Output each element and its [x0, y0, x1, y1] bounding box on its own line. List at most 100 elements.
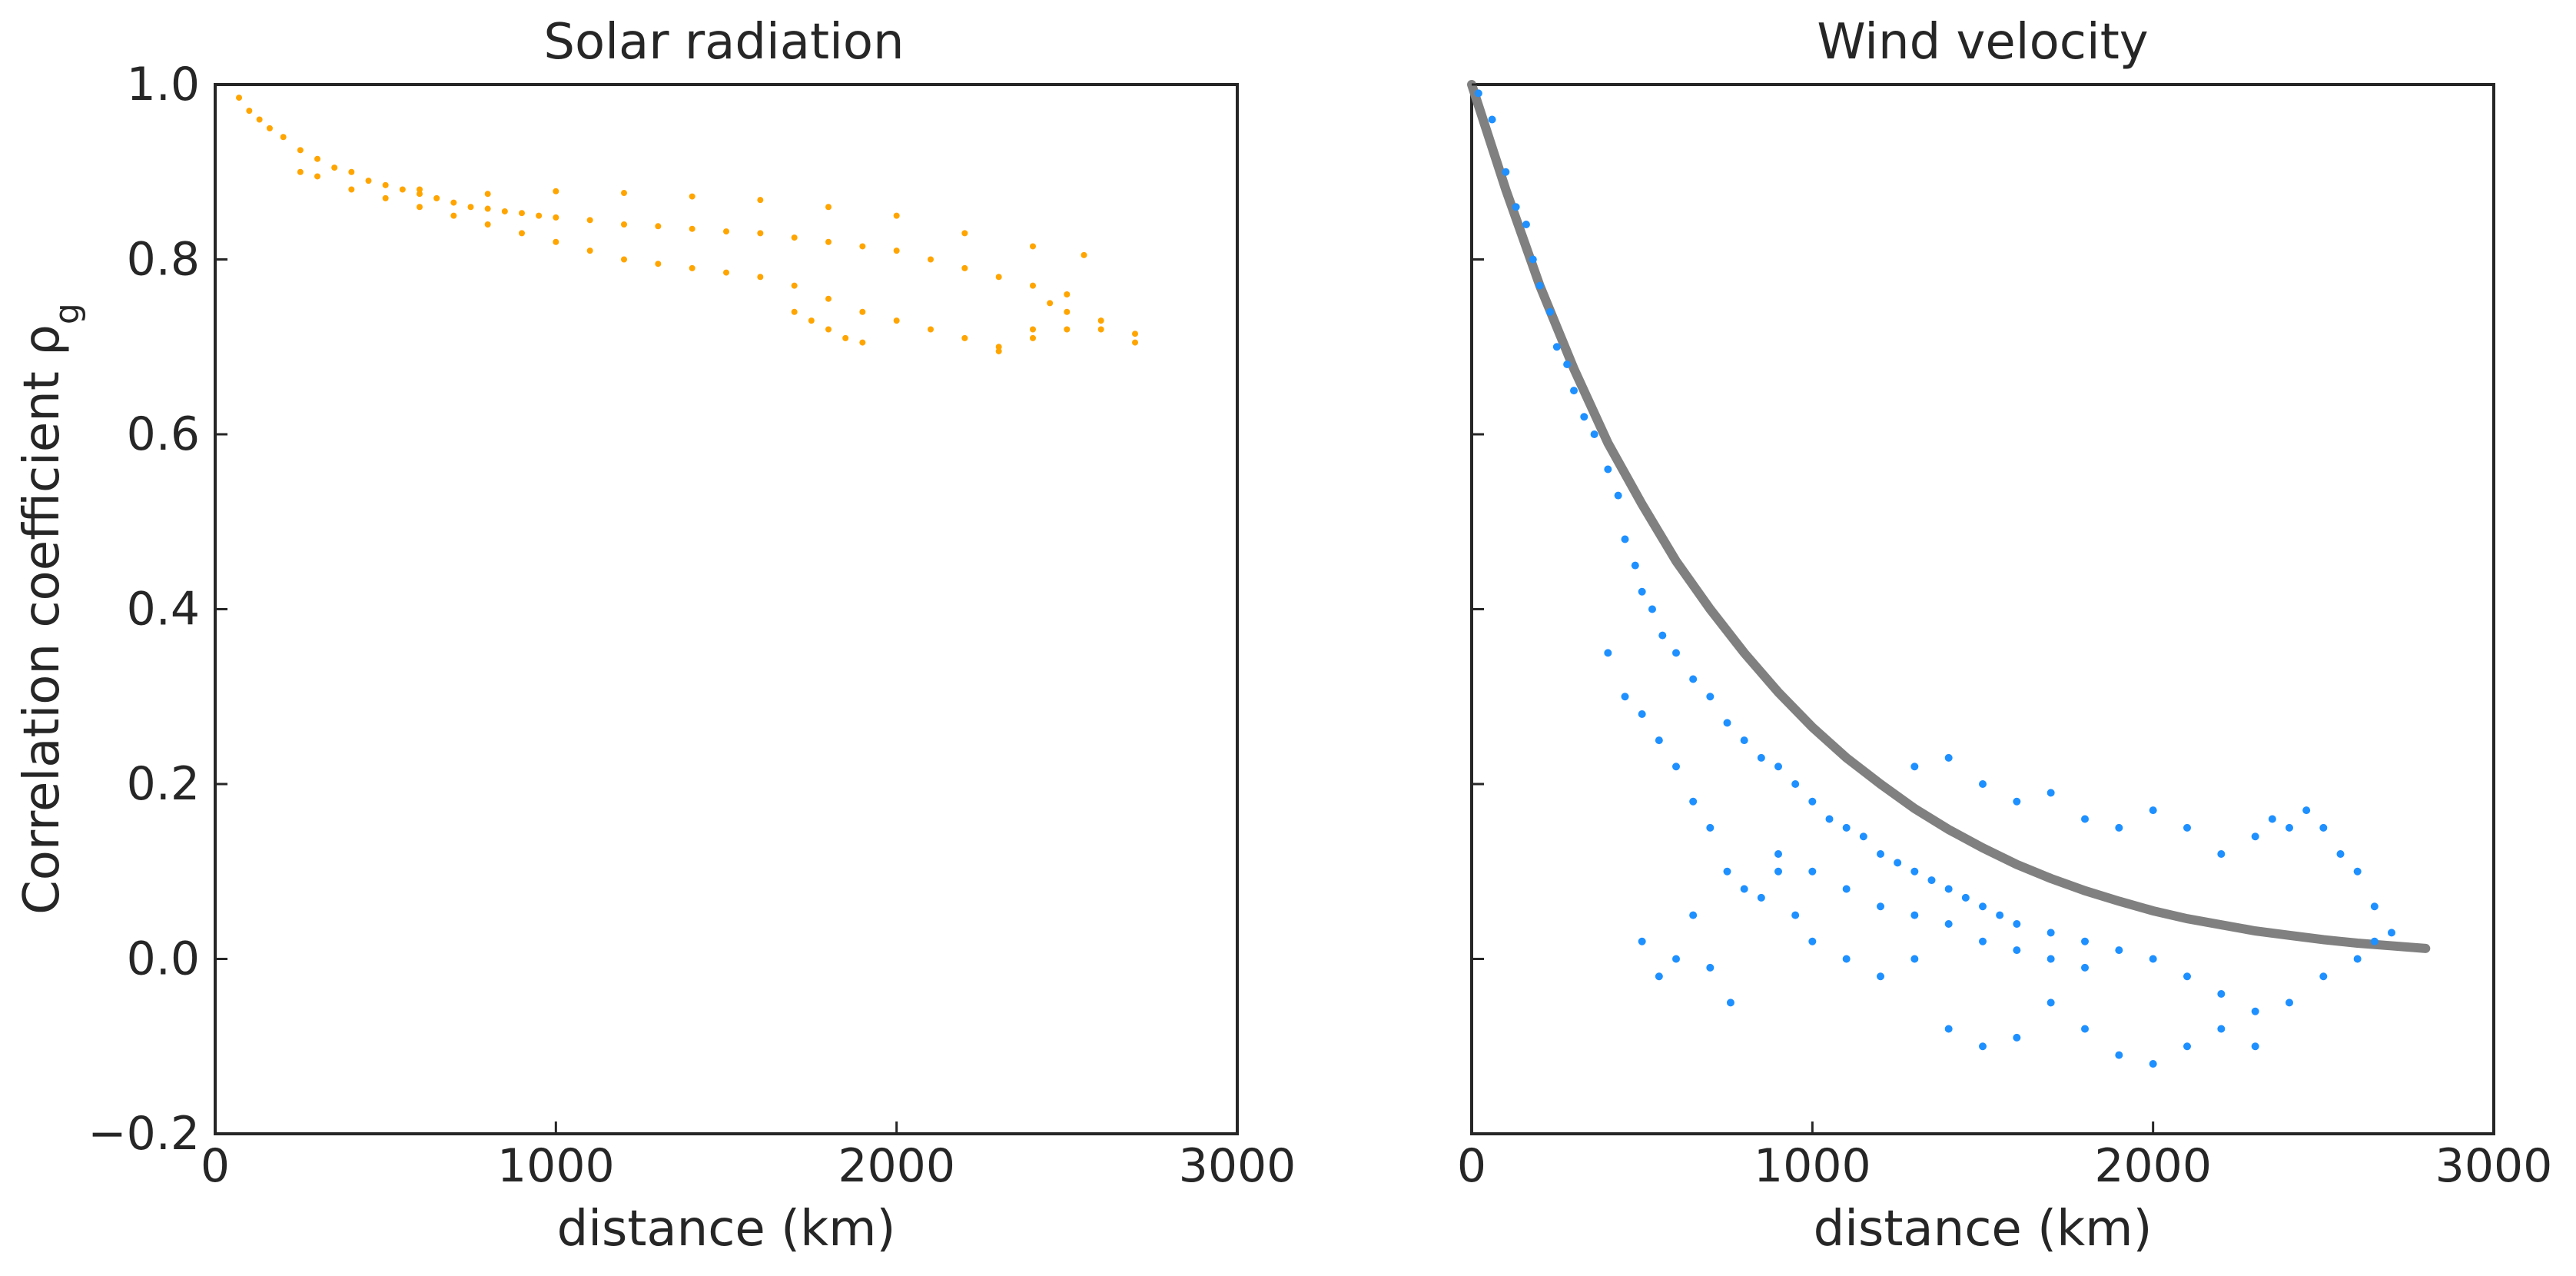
y-tick-label-1: 0.0 — [127, 932, 200, 986]
y-tick-label-4: 0.6 — [127, 407, 200, 461]
data-point-72 — [961, 230, 968, 237]
data-point-76 — [808, 317, 815, 324]
data-point-77 — [1979, 780, 1987, 788]
data-point-90 — [2336, 850, 2345, 858]
data-point-18 — [519, 210, 525, 217]
data-point-4 — [1522, 221, 1530, 228]
data-point-29 — [859, 243, 866, 250]
data-point-80 — [995, 347, 1002, 354]
data-point-78 — [2013, 797, 2021, 806]
data-point-4 — [280, 134, 287, 141]
data-point-50 — [2353, 955, 2362, 963]
y-tick-label-0: −0.2 — [88, 1107, 200, 1161]
data-point-64 — [417, 186, 423, 193]
data-point-40 — [348, 186, 355, 193]
data-point-35 — [1064, 291, 1071, 297]
data-point-31 — [928, 256, 934, 263]
data-point-2 — [1502, 168, 1510, 176]
data-point-76 — [1944, 753, 1953, 762]
data-point-60 — [1791, 911, 1800, 919]
data-point-73 — [2217, 1025, 2226, 1033]
data-point-36 — [1944, 885, 1953, 893]
data-point-7 — [1545, 307, 1554, 316]
data-point-14 — [1614, 491, 1622, 500]
data-point-111 — [2047, 955, 2055, 963]
data-point-89 — [2319, 823, 2328, 832]
data-point-65 — [1944, 1025, 1953, 1033]
data-point-105 — [1842, 885, 1851, 893]
data-point-38 — [1979, 902, 1987, 911]
data-point-23 — [1723, 719, 1731, 727]
data-point-88 — [2302, 806, 2311, 815]
data-point-66 — [553, 188, 559, 194]
wind-fit-curve — [1467, 80, 2431, 953]
data-point-29 — [1825, 815, 1834, 823]
data-point-38 — [297, 168, 304, 175]
x-tick-label-1: 1000 — [1754, 1139, 1871, 1193]
solar-radiation-panel: Solar radiation 0 1000 2000 3000−0.20.00.20… — [14, 14, 1296, 1258]
data-point-71 — [2149, 1060, 2157, 1068]
panel-title-wind: Wind velocity — [1817, 14, 2148, 71]
x-axis-title-wind: distance (km) — [1814, 1201, 2153, 1258]
data-point-92 — [2370, 902, 2378, 911]
data-point-54 — [1672, 955, 1680, 963]
data-point-8 — [348, 168, 355, 175]
data-point-102 — [1757, 893, 1765, 902]
data-point-81 — [2115, 823, 2123, 832]
data-point-46 — [2217, 990, 2226, 998]
solar-axis-ticks: 0 1000 2000 3000 −0.2 0.0 0.2 0.4 0.6 0.8 1.0 — [88, 58, 1296, 1193]
data-point-48 — [2286, 999, 2293, 1007]
data-point-44 — [2149, 955, 2157, 963]
data-point-82 — [1047, 300, 1054, 307]
data-point-34 — [1030, 282, 1036, 289]
data-point-45 — [2183, 972, 2191, 981]
data-point-14 — [450, 199, 457, 206]
data-point-30 — [1842, 823, 1851, 832]
data-point-82 — [2149, 806, 2157, 815]
data-point-1 — [246, 108, 253, 115]
data-point-39 — [1996, 911, 2004, 919]
data-point-80 — [2081, 815, 2089, 823]
data-point-74 — [2251, 1042, 2259, 1051]
data-point-3 — [1512, 203, 1520, 211]
data-point-62 — [1097, 326, 1104, 333]
data-point-41 — [2047, 929, 2055, 937]
data-point-95 — [1621, 693, 1629, 701]
data-point-42 — [417, 204, 423, 211]
plot-frame-solar — [214, 83, 1239, 1135]
data-point-17 — [1638, 587, 1646, 596]
data-point-50 — [689, 264, 695, 271]
data-point-57 — [1726, 999, 1734, 1007]
data-point-106 — [1877, 902, 1884, 911]
wind-scatter-points — [1474, 89, 2395, 1068]
data-point-47 — [586, 248, 593, 254]
data-point-66 — [1979, 1042, 1987, 1051]
data-point-48 — [621, 256, 627, 263]
data-point-83 — [2183, 823, 2191, 832]
data-point-47 — [2251, 1007, 2259, 1015]
data-point-79 — [2047, 789, 2055, 797]
data-point-73 — [1030, 243, 1036, 250]
data-point-49 — [655, 261, 662, 267]
data-point-8 — [1552, 343, 1561, 351]
data-point-67 — [2013, 1033, 2021, 1042]
data-point-96 — [1638, 710, 1646, 718]
data-point-99 — [1689, 797, 1698, 806]
data-point-84 — [2217, 850, 2226, 858]
data-point-104 — [1808, 867, 1817, 876]
data-point-64 — [1910, 955, 1919, 963]
data-point-24 — [1740, 736, 1748, 745]
data-point-22 — [621, 221, 627, 228]
plot-frame-wind — [1470, 83, 2495, 1135]
data-point-56 — [1706, 963, 1715, 972]
data-point-91 — [2353, 867, 2362, 876]
data-point-53 — [791, 282, 798, 289]
data-point-60 — [1030, 334, 1036, 341]
data-point-79 — [859, 339, 866, 346]
data-point-100 — [1706, 823, 1715, 832]
data-point-7 — [331, 164, 338, 171]
data-point-51 — [2370, 937, 2378, 945]
data-point-30 — [893, 248, 900, 254]
data-point-86 — [2268, 815, 2276, 823]
data-point-110 — [2013, 946, 2021, 955]
